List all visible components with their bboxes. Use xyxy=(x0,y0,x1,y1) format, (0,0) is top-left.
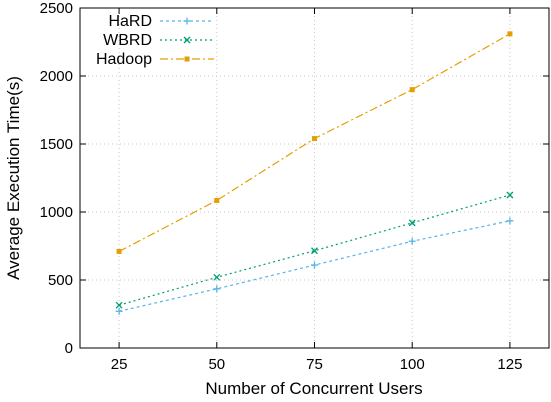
series-line-hadoop xyxy=(118,33,511,252)
data-point-wbrd xyxy=(311,247,318,255)
x-tick-label: 50 xyxy=(208,356,225,373)
legend-label-wbrd: WBRD xyxy=(103,32,152,49)
x-tick-label: 75 xyxy=(306,356,323,373)
data-point-hard xyxy=(311,261,318,269)
data-point-wbrd xyxy=(213,273,221,281)
data-point-hadoop xyxy=(409,87,415,93)
series-group xyxy=(115,31,514,315)
legend: HaRD WBRD Hadoop xyxy=(96,13,214,68)
y-tick-label: 500 xyxy=(48,272,73,289)
data-point-wbrd xyxy=(506,191,514,199)
data-point-hadoop xyxy=(214,197,220,203)
y-tick-label: 0 xyxy=(65,340,73,357)
x-tick-label: 100 xyxy=(400,356,425,373)
data-point-hard xyxy=(506,217,514,225)
y-tick-label: 2000 xyxy=(40,68,73,85)
data-point-hadoop xyxy=(507,31,513,37)
y-axis-title: Average Execution Time(s) xyxy=(4,76,23,280)
x-tick-label: 125 xyxy=(497,356,522,373)
data-point-hadoop xyxy=(312,136,317,142)
y-tick-label: 1000 xyxy=(40,204,73,221)
data-point-hard xyxy=(115,307,123,315)
legend-marker-wbrd xyxy=(183,36,191,44)
y-tick-label: 1500 xyxy=(40,136,73,153)
axis-ticks: 25 50 75 100 125 0 500 1000 1500 2000 2500 xyxy=(40,0,549,373)
legend-marker-hard xyxy=(183,17,191,25)
data-point-hadoop xyxy=(116,248,122,254)
data-point-wbrd xyxy=(408,219,416,227)
legend-marker-hadoop xyxy=(184,56,190,62)
data-point-wbrd xyxy=(115,301,123,309)
data-point-hard xyxy=(213,285,221,293)
legend-label-hard: HaRD xyxy=(108,13,152,30)
grid-lines xyxy=(80,7,549,349)
y-tick-label: 2500 xyxy=(40,0,73,17)
legend-label-hadoop: Hadoop xyxy=(96,51,152,68)
data-point-hard xyxy=(408,237,416,245)
x-axis-title: Number of Concurrent Users xyxy=(205,379,422,398)
x-tick-label: 25 xyxy=(111,356,128,373)
